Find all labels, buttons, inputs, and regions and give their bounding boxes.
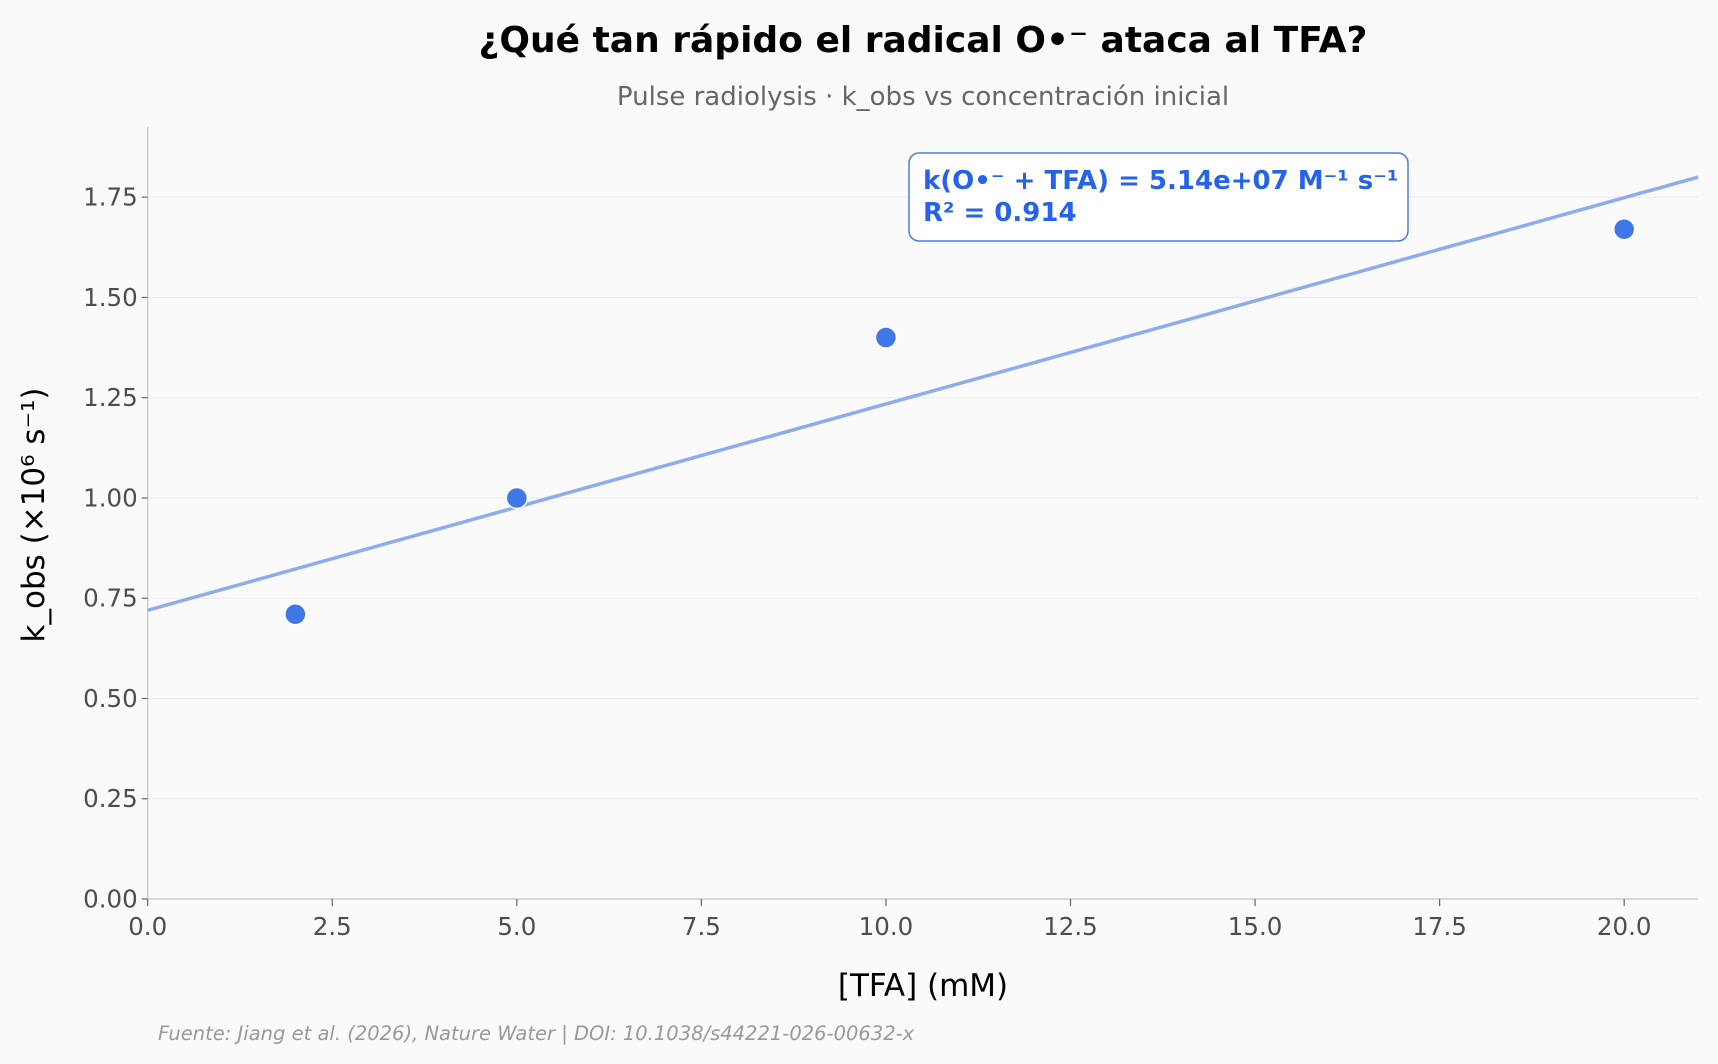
y-tick-label: 0.75 [83, 584, 138, 613]
chart-title: ¿Qué tan rápido el radical O•⁻ ataca al … [479, 20, 1368, 61]
annotation-frame [908, 152, 1409, 242]
annotation-box: k(O•⁻ + TFA) = 5.14e+07 M⁻¹ s⁻¹ R² = 0.9… [908, 152, 1409, 242]
data-point [505, 486, 529, 510]
y-axis-label: k_obs (×10⁶ s⁻¹) [16, 388, 52, 643]
y-tick-label: 1.50 [83, 283, 138, 312]
x-tick-label: 17.5 [1412, 912, 1467, 941]
x-tick-label: 10.0 [859, 912, 914, 941]
y-tick-label: 0.50 [83, 684, 138, 713]
x-axis-ticks: 0.0 2.5 5.0 7.5 10.0 12.5 15.0 17.5 20.0 [128, 899, 1651, 941]
fit-line [147, 175, 1699, 612]
x-tick-label: 7.5 [682, 912, 721, 941]
x-tick-label: 20.0 [1597, 912, 1652, 941]
y-tick-label: 1.25 [83, 383, 138, 412]
x-tick-label: 0.0 [128, 912, 167, 941]
data-point [874, 326, 898, 349]
x-tick-label: 15.0 [1228, 912, 1283, 941]
y-tick-label: 1.00 [83, 483, 138, 512]
x-axis-label: [TFA] (mM) [838, 968, 1008, 1004]
y-tick-label: 0.00 [83, 885, 138, 914]
y-tick-label: 0.25 [83, 784, 138, 813]
data-points [284, 218, 1636, 626]
x-tick-label: 5.0 [497, 912, 536, 941]
annotation-r-squared: R² = 0.914 [923, 198, 1077, 228]
y-axis-ticks: 0.00 0.25 0.50 0.75 1.00 1.25 1.50 1.75 [83, 183, 148, 914]
source-note: Fuente: Jiang et al. (2026), Nature Wate… [158, 1022, 915, 1045]
gridlines [147, 196, 1698, 800]
annotation-rate-constant: k(O•⁻ + TFA) = 5.14e+07 M⁻¹ s⁻¹ [923, 166, 1398, 196]
x-tick-label: 12.5 [1043, 912, 1098, 941]
x-tick-label: 2.5 [313, 912, 352, 941]
chart-subtitle: Pulse radiolysis · k_obs vs concentració… [617, 82, 1229, 112]
data-point [1612, 218, 1636, 241]
data-point [284, 603, 307, 626]
y-tick-label: 1.75 [83, 183, 138, 212]
